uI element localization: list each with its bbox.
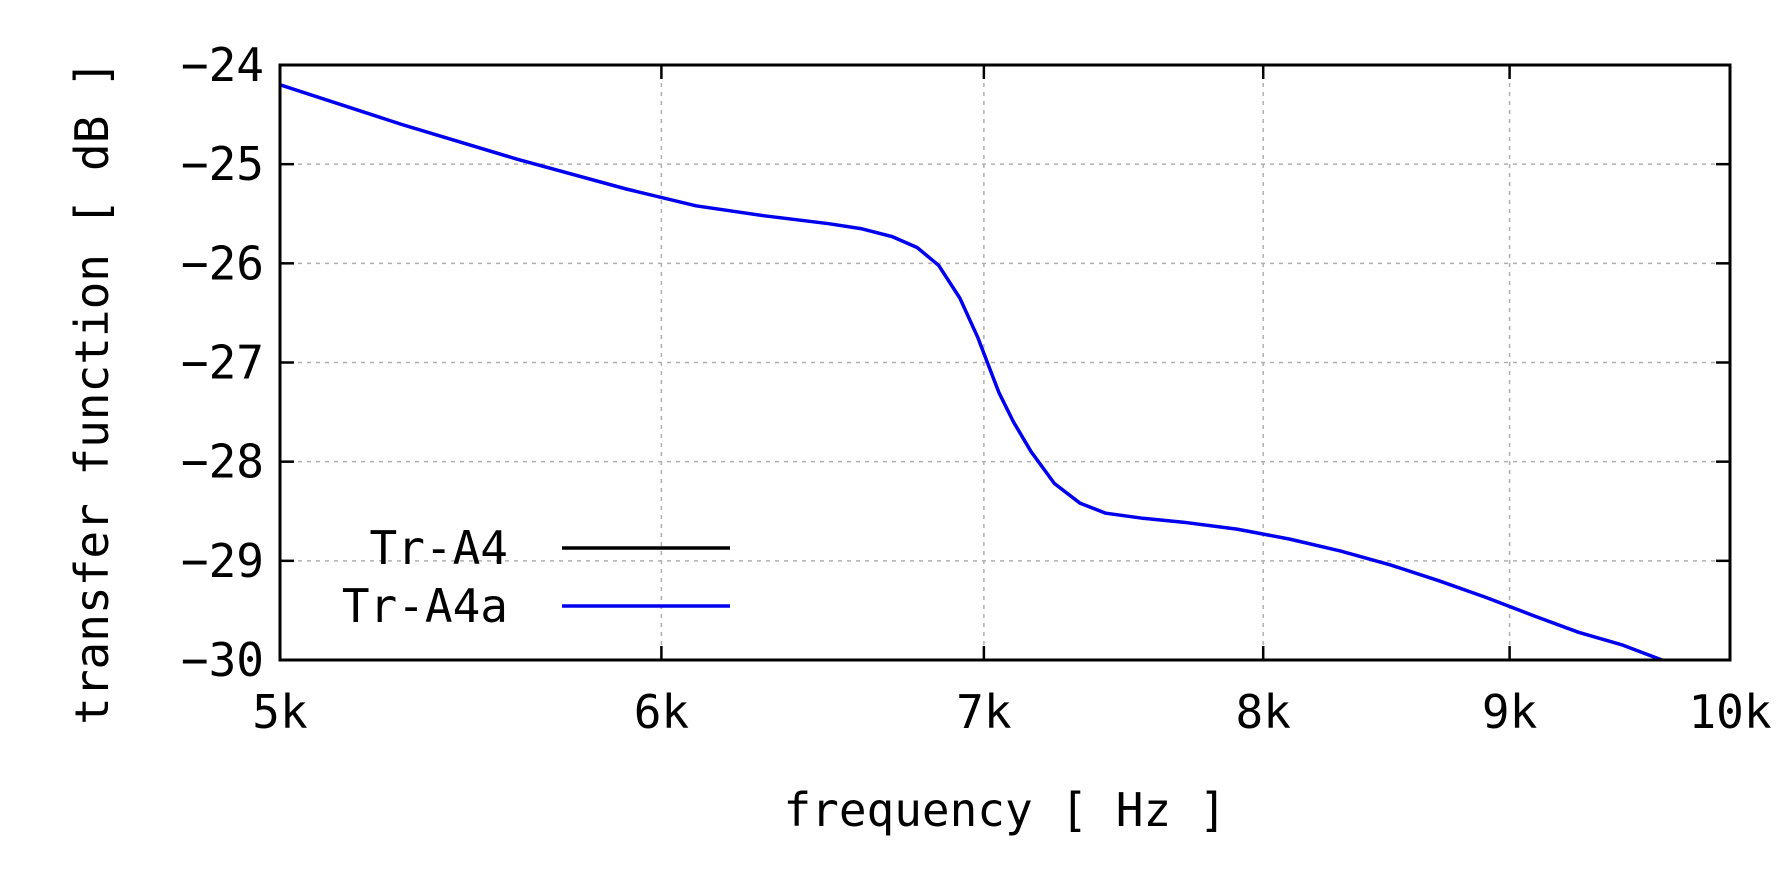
y-tick-label: −29 [181, 534, 264, 588]
y-tick-label: −26 [181, 236, 264, 290]
y-axis: −24 −25 −26 −27 −28 −29 −30 [181, 38, 1730, 687]
legend-label: Tr-A4a [342, 579, 508, 633]
x-axis: 5k 6k 7k 8k 9k 10k [252, 65, 1772, 739]
x-tick-label: 9k [1482, 685, 1537, 739]
grid [280, 65, 1730, 660]
x-tick-label: 6k [634, 685, 689, 739]
y-tick-label: −24 [181, 38, 264, 92]
x-tick-label: 7k [956, 685, 1011, 739]
y-tick-label: −28 [181, 435, 264, 489]
y-tick-label: −25 [181, 137, 264, 191]
x-tick-label: 5k [252, 685, 307, 739]
y-axis-label: transfer function [ dB ] [65, 60, 119, 725]
x-tick-label: 8k [1236, 685, 1291, 739]
y-tick-label: −27 [181, 336, 264, 390]
y-tick-label: −30 [181, 633, 264, 687]
legend-label: Tr-A4 [370, 521, 508, 575]
x-axis-label: frequency [ Hz ] [783, 783, 1226, 837]
x-tick-label: 10k [1688, 685, 1771, 739]
series-layer [280, 83, 1663, 660]
series-line-tr-a4a [280, 83, 1663, 660]
